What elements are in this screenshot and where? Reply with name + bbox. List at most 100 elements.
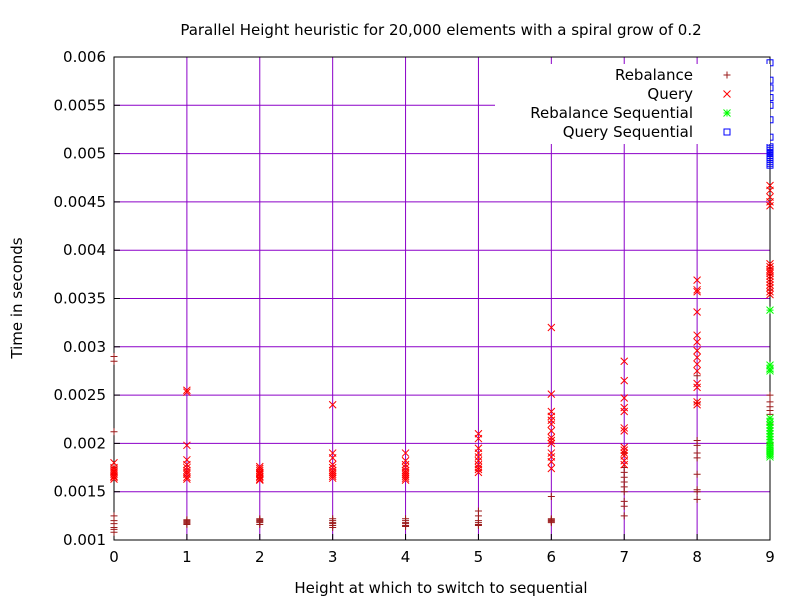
x-tick-label: 1 (182, 548, 192, 566)
data-point (766, 453, 774, 461)
legend-marker (723, 71, 731, 79)
series-rebalance-sequential (766, 306, 774, 461)
data-point (620, 512, 628, 520)
data-point (401, 456, 410, 465)
data-point (620, 443, 629, 452)
y-tick-label: 0.0045 (54, 193, 107, 211)
data-point (693, 353, 701, 362)
data-point (328, 468, 337, 477)
data-point (693, 285, 701, 294)
data-point (328, 470, 337, 479)
data-point (474, 453, 483, 461)
legend-marker (723, 90, 731, 98)
data-point (693, 346, 701, 355)
data-point (547, 420, 556, 428)
data-point (620, 424, 629, 432)
data-point (401, 460, 410, 469)
x-tick-label: 4 (401, 548, 411, 566)
data-point (183, 388, 191, 397)
data-point (766, 201, 774, 210)
data-point (693, 338, 701, 346)
data-point (620, 394, 629, 402)
data-point (110, 472, 118, 481)
data-point (255, 476, 264, 484)
data-point (766, 361, 774, 370)
data-point (766, 306, 774, 314)
legend-label: Query (647, 85, 693, 103)
data-point (766, 278, 774, 286)
data-point (547, 493, 555, 501)
data-point (766, 198, 774, 206)
chart-title: Parallel Height heuristic for 20,000 ele… (180, 21, 701, 39)
x-tick-label: 8 (692, 548, 702, 566)
data-point (255, 462, 264, 471)
data-point (693, 488, 701, 496)
data-point (401, 476, 410, 484)
data-point (328, 460, 337, 469)
data-point (693, 454, 701, 462)
data-point (766, 367, 774, 375)
data-point (474, 465, 483, 474)
series-rebalance (110, 352, 774, 536)
data-point (401, 470, 410, 479)
x-tick-label: 9 (765, 548, 775, 566)
x-axis-label: Height at which to switch to sequential (294, 579, 587, 597)
data-point (547, 412, 556, 421)
data-point (547, 433, 556, 442)
data-point (328, 474, 337, 483)
y-tick-label: 0.0015 (54, 483, 107, 501)
data-point (766, 265, 774, 274)
x-tick-label: 0 (109, 548, 119, 566)
data-point (547, 449, 556, 457)
series-query (110, 181, 774, 484)
data-point (547, 464, 556, 473)
data-point (329, 523, 337, 531)
data-point (474, 468, 483, 477)
y-tick-label: 0.003 (63, 338, 106, 356)
data-point (183, 473, 191, 482)
data-point (547, 416, 556, 425)
data-point (547, 457, 556, 466)
legend-marker (723, 109, 731, 117)
x-tick-label: 2 (255, 548, 265, 566)
data-point (547, 436, 556, 445)
data-point (620, 502, 628, 510)
data-point (620, 449, 629, 457)
data-point (547, 439, 556, 448)
data-point (255, 469, 264, 478)
data-point (183, 386, 191, 395)
data-point (547, 426, 556, 435)
data-point (110, 428, 118, 436)
data-point (766, 287, 774, 296)
y-tick-label: 0.002 (63, 434, 106, 452)
data-point (766, 281, 774, 289)
data-point (256, 521, 264, 529)
data-point (693, 360, 701, 369)
data-point (402, 522, 410, 530)
data-point (255, 472, 264, 481)
data-point (693, 441, 701, 449)
data-point (110, 475, 118, 483)
data-point (620, 357, 629, 366)
data-point (328, 472, 337, 481)
data-point (693, 400, 701, 409)
data-point (401, 468, 410, 477)
data-point (474, 456, 483, 465)
legend-label: Query Sequential (563, 123, 693, 141)
data-point (547, 519, 555, 527)
x-tick-label: 5 (474, 548, 484, 566)
data-point (620, 456, 629, 465)
data-point (766, 275, 774, 284)
legend-label: Rebalance (615, 66, 693, 84)
data-point (401, 472, 410, 481)
data-point (474, 449, 483, 457)
data-point (401, 449, 410, 457)
data-point (255, 473, 264, 482)
data-point (328, 454, 337, 462)
data-point (766, 272, 774, 281)
y-tick-label: 0.005 (63, 145, 106, 163)
data-point (183, 475, 191, 483)
legend-marker (723, 128, 731, 136)
data-point (183, 521, 191, 529)
